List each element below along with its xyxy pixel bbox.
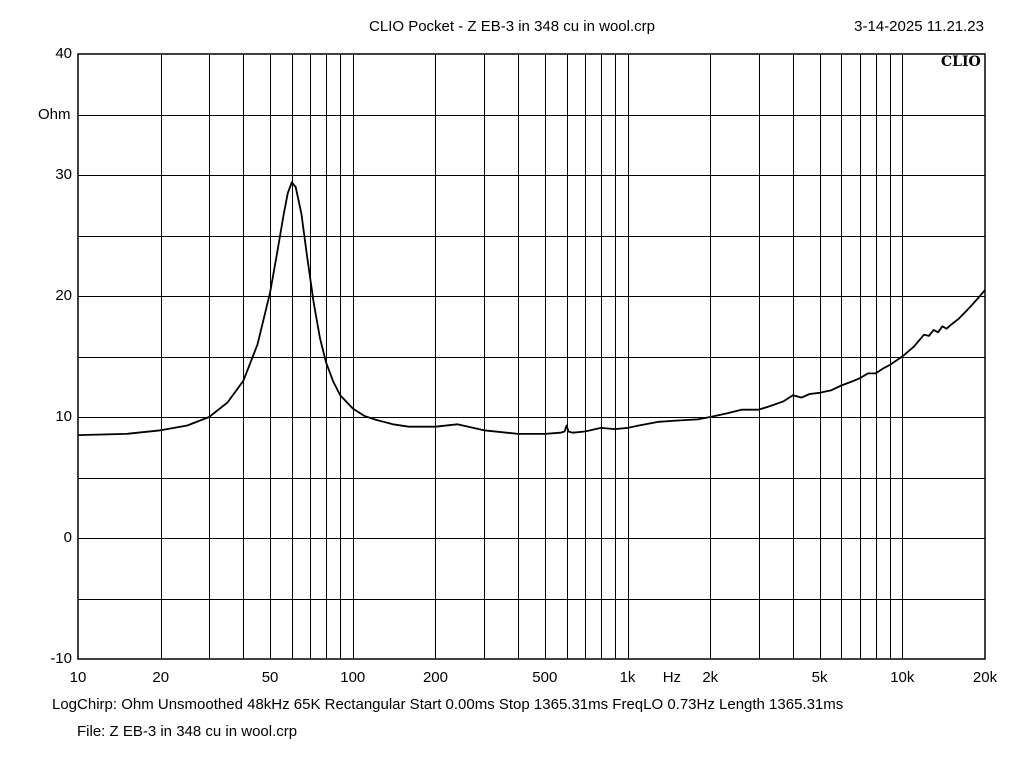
timestamp: 3-14-2025 11.21.23: [854, 18, 984, 35]
y-tick-label: 10: [55, 408, 72, 425]
y-tick-label: 40: [55, 45, 72, 62]
x-tick-label: 2k: [702, 669, 719, 686]
measurement-settings: LogChirp: Ohm Unsmoothed 48kHz 65K Recta…: [52, 696, 844, 713]
x-tick-label: 500: [532, 669, 558, 686]
x-tick-label: 200: [422, 669, 448, 686]
y-tick-label: 20: [55, 287, 72, 304]
x-tick-label: 50: [261, 669, 279, 686]
y-tick-label: 30: [55, 166, 72, 183]
x-tick-label: 20: [152, 669, 170, 686]
file-name: File: Z EB-3 in 348 cu in wool.crp: [77, 723, 298, 740]
x-axis-label: Hz: [662, 669, 682, 686]
grid: [78, 54, 985, 659]
impedance-curve: [77, 181, 986, 436]
plot-frame: [77, 53, 986, 660]
x-tick-label: 1k: [619, 669, 636, 686]
x-tick-label: 10: [69, 669, 87, 686]
y-axis-label: Ohm: [38, 106, 71, 123]
clio-logo: CLIO: [941, 54, 981, 70]
x-tick-label: 100: [340, 669, 366, 686]
y-tick-label: -10: [50, 650, 72, 667]
chart-title: CLIO Pocket - Z EB-3 in 348 cu in wool.c…: [369, 18, 655, 35]
x-tick-label: 20k: [972, 669, 998, 686]
y-tick-label: 0: [63, 529, 72, 546]
x-tick-label: 5k: [811, 669, 828, 686]
x-tick-label: 10k: [890, 669, 915, 686]
